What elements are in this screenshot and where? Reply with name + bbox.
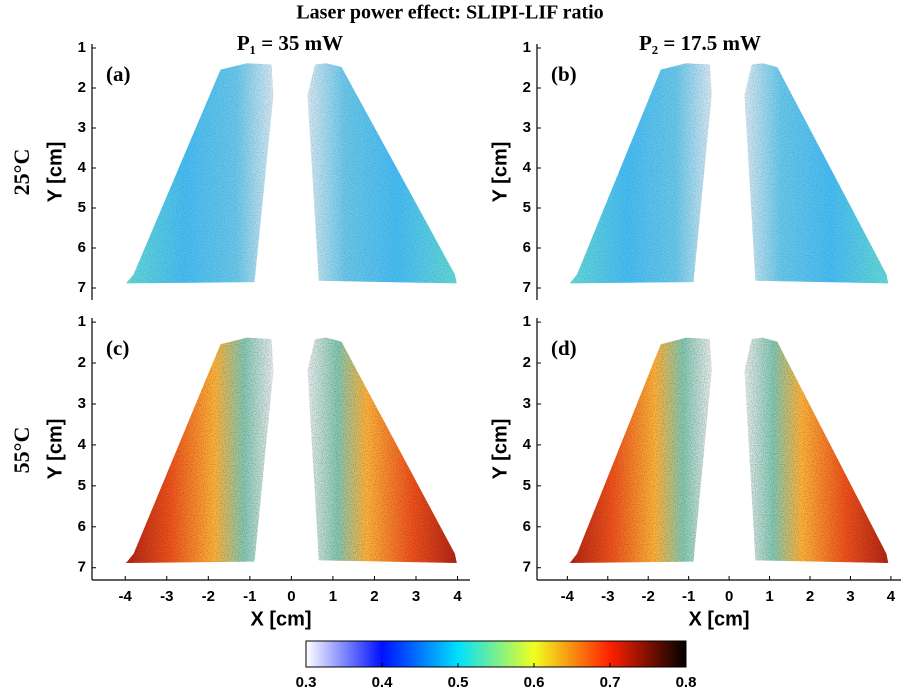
x-axis-label: X [cm] (250, 608, 311, 630)
y-tick-label: 1 (78, 313, 86, 330)
column-title: P₁ = 35 mW (237, 31, 343, 55)
colorbar-tick-label: 0.7 (600, 674, 621, 691)
x-tick-label: -2 (202, 588, 215, 605)
spray-speckle (126, 63, 274, 284)
x-axis-label: X [cm] (688, 608, 749, 630)
y-tick-label: 7 (523, 559, 531, 576)
x-tick-label: 1 (765, 588, 773, 605)
x-tick-label: 4 (887, 588, 896, 605)
y-tick-label: 7 (523, 279, 531, 296)
spray-speckle (569, 63, 712, 284)
y-tick-label: 5 (523, 477, 531, 494)
y-tick-label: 1 (78, 39, 86, 56)
x-tick-label: -3 (160, 588, 173, 605)
x-tick-label: 2 (806, 588, 814, 605)
spray-speckle (126, 337, 274, 563)
y-axis-label: Y [cm] (489, 419, 511, 480)
spray-speckle (307, 337, 457, 563)
x-tick-label: -4 (119, 588, 133, 605)
spray-speckle (569, 337, 712, 563)
x-tick-label: -2 (642, 588, 655, 605)
y-tick-label: 3 (523, 119, 531, 136)
y-tick-label: 3 (78, 119, 86, 136)
panel-label: (c) (106, 336, 129, 360)
row-label: 25°C (9, 149, 34, 196)
y-tick-label: 1 (523, 313, 531, 330)
y-tick-label: 7 (78, 559, 86, 576)
column-title: P₂ = 17.5 mW (639, 31, 761, 55)
y-tick-label: 6 (523, 518, 531, 535)
y-tick-label: 5 (523, 199, 531, 216)
y-tick-label: 6 (523, 239, 531, 256)
x-tick-label: -3 (601, 588, 614, 605)
y-tick-label: 4 (78, 159, 87, 176)
y-tick-label: 4 (523, 159, 532, 176)
figure-title: Laser power effect: SLIPI-LIF ratio (296, 2, 603, 24)
panel-label: (b) (551, 62, 577, 86)
y-axis-label: Y [cm] (44, 419, 66, 480)
y-tick-label: 2 (78, 354, 86, 371)
y-tick-label: 6 (78, 239, 86, 256)
panel-label: (d) (551, 336, 577, 360)
x-tick-label: 2 (370, 588, 378, 605)
spray-speckle (744, 63, 889, 284)
y-tick-label: 4 (78, 436, 87, 453)
colorbar-tick-label: 0.5 (448, 674, 469, 691)
y-axis-label: Y [cm] (44, 142, 66, 203)
x-tick-label: 0 (725, 588, 733, 605)
panel-label: (a) (106, 62, 131, 86)
y-tick-label: 2 (78, 79, 86, 96)
x-tick-label: 3 (846, 588, 854, 605)
colorbar-tick-label: 0.6 (524, 674, 545, 691)
row-label: 55°C (9, 427, 34, 474)
colorbar (305, 640, 687, 668)
spray-speckle (744, 337, 889, 563)
y-tick-label: 6 (78, 518, 86, 535)
y-tick-label: 1 (523, 39, 531, 56)
x-tick-label: 3 (412, 588, 420, 605)
spray-speckle (307, 63, 457, 284)
y-axis-label: Y [cm] (489, 142, 511, 203)
colorbar-tick-label: 0.8 (676, 674, 697, 691)
x-tick-label: 4 (453, 588, 462, 605)
x-tick-label: 0 (287, 588, 295, 605)
y-tick-label: 7 (78, 279, 86, 296)
colorbar-tick-label: 0.4 (372, 674, 394, 691)
y-tick-label: 5 (78, 199, 86, 216)
x-tick-label: -1 (682, 588, 695, 605)
y-tick-label: 2 (523, 354, 531, 371)
y-tick-label: 2 (523, 79, 531, 96)
x-tick-label: 1 (329, 588, 337, 605)
y-tick-label: 5 (78, 477, 86, 494)
x-tick-label: -1 (243, 588, 256, 605)
colorbar-tick-label: 0.3 (296, 674, 317, 691)
y-tick-label: 4 (523, 436, 532, 453)
x-tick-label: -4 (561, 588, 575, 605)
y-tick-label: 3 (523, 395, 531, 412)
y-tick-label: 3 (78, 395, 86, 412)
